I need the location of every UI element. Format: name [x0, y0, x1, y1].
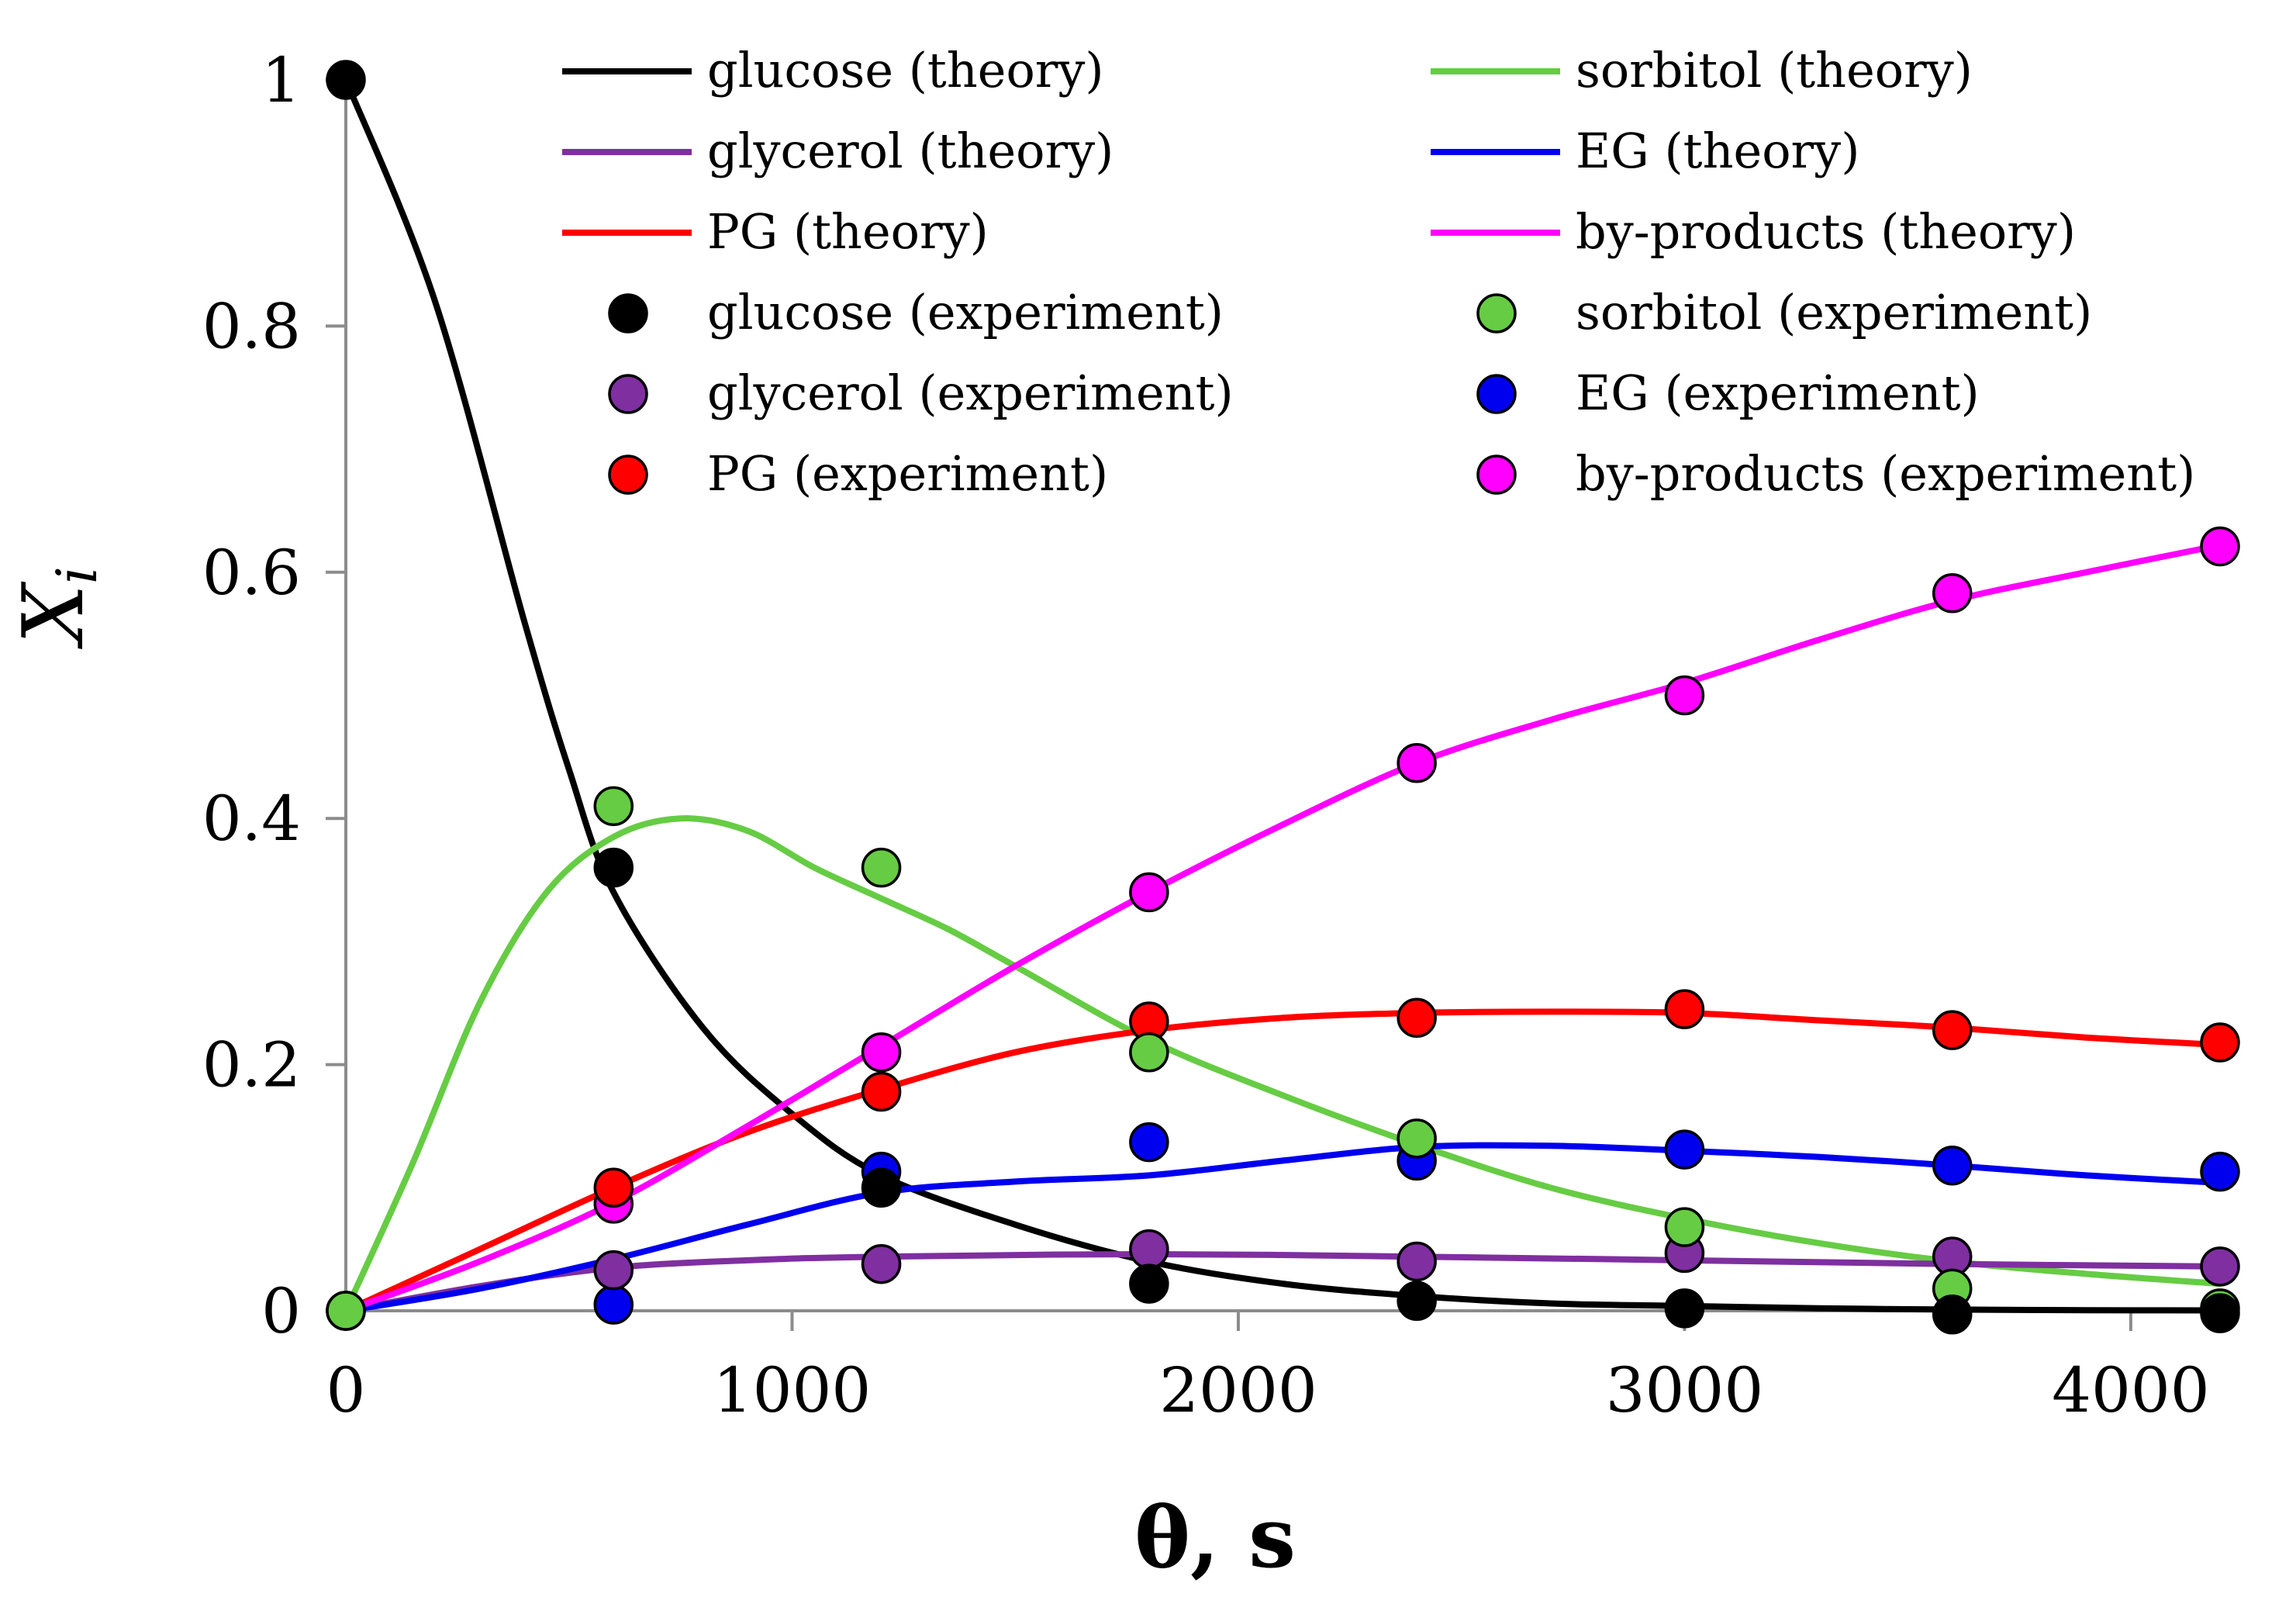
legend-item-eg-experiment: EG (experiment)	[1476, 365, 1980, 421]
line-eg-theory	[343, 1142, 2223, 1314]
point-eg-experiment	[1932, 1145, 1973, 1186]
y-tick-label: 0.4	[202, 783, 301, 855]
point-eg-experiment	[1129, 1122, 1169, 1163]
point-glycerol-experiment	[1129, 1229, 1169, 1270]
legend-label: glucose (experiment)	[707, 284, 1224, 340]
point-pg-experiment	[1664, 989, 1705, 1029]
legend-label: glycerol (experiment)	[707, 365, 1234, 421]
point-glucose-experiment	[593, 847, 634, 888]
point-pg-experiment	[861, 1071, 902, 1112]
point-glucose-experiment	[1397, 1281, 1437, 1322]
legend-item-by-products-experiment: by-products (experiment)	[1476, 445, 2195, 502]
legend-item-eg-theory: EG (theory)	[1431, 123, 1859, 179]
point-glucose-experiment	[326, 60, 366, 100]
legend-swatch-marker	[1476, 293, 1517, 334]
line-glucose-theory	[343, 77, 2223, 1314]
point-glycerol-experiment	[593, 1250, 634, 1291]
point-by-products-experiment	[1932, 573, 1973, 614]
legend-swatch-marker	[1476, 374, 1517, 414]
legend-label: PG (theory)	[707, 203, 989, 260]
point-eg-experiment	[2200, 1151, 2240, 1192]
legend-item-by-products-theory: by-products (theory)	[1431, 203, 2076, 260]
series-lines	[343, 77, 2223, 1314]
point-glucose-experiment	[1932, 1295, 1973, 1335]
x-tick-label: 0	[326, 1354, 366, 1426]
point-sorbitol-experiment	[861, 847, 902, 888]
point-eg-experiment	[593, 1284, 634, 1325]
x-tick-label: 2000	[1159, 1354, 1317, 1426]
point-pg-experiment	[593, 1167, 634, 1208]
point-sorbitol-experiment	[593, 786, 634, 827]
legend-label: glycerol (theory)	[707, 123, 1113, 179]
legend-item-pg-theory: PG (theory)	[562, 203, 989, 260]
point-pg-experiment	[1397, 997, 1437, 1039]
legend-item-glycerol-experiment: glycerol (experiment)	[608, 365, 1234, 421]
x-tick-label: 4000	[2052, 1354, 2210, 1426]
legend-label: sorbitol (experiment)	[1576, 284, 2092, 340]
point-by-products-experiment	[1397, 743, 1437, 783]
legend-swatch-marker	[608, 455, 648, 495]
point-sorbitol-experiment	[1664, 1207, 1705, 1247]
y-axis-title: Xi	[5, 566, 109, 649]
legend-item-glucose-experiment: glucose (experiment)	[608, 284, 1224, 340]
legend-swatch-marker	[1476, 455, 1517, 495]
y-tick-label: 0.6	[202, 537, 301, 609]
legend-label: EG (experiment)	[1576, 365, 1980, 421]
point-glycerol-experiment	[861, 1243, 902, 1284]
line-sorbitol-theory	[343, 815, 2223, 1314]
x-tick-label: 3000	[1606, 1354, 1764, 1426]
y-tick-label: 0.2	[202, 1029, 301, 1101]
legend-item-sorbitol-theory: sorbitol (theory)	[1431, 42, 1973, 99]
point-sorbitol-experiment	[1397, 1118, 1437, 1159]
point-by-products-experiment	[1664, 675, 1705, 716]
point-sorbitol-experiment	[326, 1291, 366, 1331]
point-eg-experiment	[1664, 1129, 1705, 1170]
y-tick-label: 1	[261, 44, 301, 116]
series-points	[326, 60, 2240, 1335]
legend-label: sorbitol (theory)	[1576, 42, 1973, 99]
point-glucose-experiment	[861, 1167, 902, 1208]
line-pg-theory	[343, 1008, 2223, 1314]
point-glucose-experiment	[1129, 1263, 1169, 1304]
legend-label: glucose (theory)	[707, 42, 1104, 99]
legend-label: PG (experiment)	[707, 445, 1108, 502]
y-tick-label: 0.8	[202, 290, 301, 362]
point-glucose-experiment	[2200, 1293, 2240, 1333]
legend-label: by-products (theory)	[1576, 203, 2076, 260]
point-pg-experiment	[2200, 1022, 2240, 1063]
y-axis-title-subscript: i	[44, 566, 109, 584]
point-glycerol-experiment	[2200, 1246, 2240, 1287]
legend-label: EG (theory)	[1576, 123, 1859, 179]
legend-item-glucose-theory: glucose (theory)	[562, 42, 1104, 99]
x-tick-label: 1000	[713, 1354, 872, 1426]
legend-swatch-marker	[608, 374, 648, 414]
legend: glucose (theory) sorbitol (theory) glycero…	[562, 42, 2195, 502]
legend-swatch-marker	[608, 293, 648, 334]
point-pg-experiment	[1932, 1010, 1973, 1050]
point-glycerol-experiment	[1397, 1241, 1437, 1282]
point-glucose-experiment	[1664, 1288, 1705, 1329]
y-tick-label: 0	[261, 1275, 301, 1347]
point-by-products-experiment	[1129, 872, 1169, 913]
axes: 0 1000 2000 3000 4000 0 0.2 0.4 0.6 0.8 1	[202, 44, 2239, 1426]
point-by-products-experiment	[2200, 526, 2240, 567]
point-sorbitol-experiment	[1129, 1032, 1169, 1073]
x-axis-title: θ, s	[1134, 1489, 1296, 1587]
y-axis-title-main: X	[5, 581, 102, 649]
point-by-products-experiment	[861, 1032, 902, 1073]
legend-item-glycerol-theory: glycerol (theory)	[562, 123, 1113, 179]
legend-item-sorbitol-experiment: sorbitol (experiment)	[1476, 284, 2092, 340]
line-by-products-theory	[343, 541, 2223, 1314]
legend-label: by-products (experiment)	[1576, 445, 2195, 502]
legend-item-pg-experiment: PG (experiment)	[608, 445, 1108, 502]
